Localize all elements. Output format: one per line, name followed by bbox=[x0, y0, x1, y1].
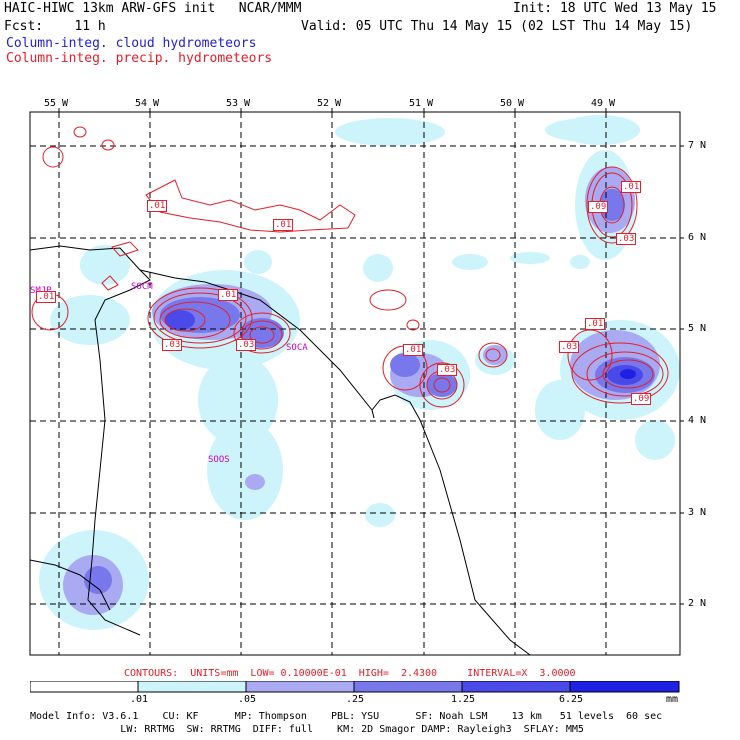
colorbar-tick: .01 bbox=[130, 694, 149, 705]
contour-label: .03 bbox=[162, 339, 183, 351]
lon-label-55w: 55 W bbox=[44, 98, 69, 109]
coastline bbox=[29, 245, 531, 656]
field-cloud-label: Column-integ. cloud hydrometeors bbox=[6, 36, 257, 51]
colorbar-tick: .05 bbox=[238, 694, 257, 705]
contour-label: .01 bbox=[36, 291, 57, 303]
contour-label: .09 bbox=[631, 393, 652, 405]
precip-contours bbox=[31, 126, 669, 408]
lat-label-6n: 6 N bbox=[688, 232, 707, 243]
header-valid-time: Valid: 05 UTC Thu 14 May 15 (02 LST Thu … bbox=[301, 19, 693, 34]
contour-label: .01 bbox=[585, 318, 606, 330]
lat-lon-grid bbox=[30, 112, 680, 655]
lon-label-51w: 51 W bbox=[409, 98, 434, 109]
header-model-title: HAIC-HIWC 13km ARW-GFS init NCAR/MMM bbox=[4, 1, 302, 16]
contour-label: .09 bbox=[588, 201, 609, 213]
contour-label: .01 bbox=[147, 200, 168, 212]
station-soca: SOCA bbox=[286, 343, 308, 353]
lat-label-7n: 7 N bbox=[688, 140, 707, 151]
lon-label-52w: 52 W bbox=[317, 98, 342, 109]
contour-label: .01 bbox=[621, 181, 642, 193]
colorbar-units: mm bbox=[666, 694, 679, 705]
axis-ticks bbox=[58, 108, 684, 605]
lon-label-49w: 49 W bbox=[591, 98, 616, 109]
colorbar-tick: 6.25 bbox=[559, 694, 584, 705]
lat-label-5n: 5 N bbox=[688, 323, 707, 334]
lat-label-3n: 3 N bbox=[688, 507, 707, 518]
header-forecast-hour: Fcst: 11 h bbox=[4, 19, 106, 34]
header-init-time: Init: 18 UTC Wed 13 May 15 bbox=[513, 1, 717, 16]
station-soos: SOOS bbox=[208, 455, 230, 465]
contour-label: .01 bbox=[273, 219, 294, 231]
station-socm: SOCM bbox=[131, 282, 153, 292]
contour-label: .01 bbox=[403, 344, 424, 356]
field-precip-label: Column-integ. precip. hydrometeors bbox=[6, 51, 273, 66]
lon-label-50w: 50 W bbox=[500, 98, 525, 109]
lat-label-4n: 4 N bbox=[688, 415, 707, 426]
contour-label: .03 bbox=[559, 341, 580, 353]
contour-label: .01 bbox=[218, 289, 239, 301]
cloud-fill-max bbox=[620, 369, 636, 379]
contour-info: CONTOURS: UNITS=mm LOW= 0.10000E-01 HIGH… bbox=[124, 668, 576, 679]
contour-label: .03 bbox=[616, 233, 637, 245]
contour-label: .03 bbox=[236, 339, 257, 351]
lon-label-54w: 54 W bbox=[135, 98, 160, 109]
map-frame bbox=[29, 111, 681, 656]
contour-label: .03 bbox=[437, 364, 458, 376]
footer-model-info: Model Info: V3.6.1 CU: KF MP: Thompson P… bbox=[30, 711, 663, 722]
lat-label-2n: 2 N bbox=[688, 598, 707, 609]
footer-physics-info: LW: RRTMG SW: RRTMG DIFF: full KM: 2D Sm… bbox=[30, 724, 584, 735]
colorbar-tick: 1.25 bbox=[451, 694, 476, 705]
colorbar bbox=[30, 681, 680, 693]
lon-label-53w: 53 W bbox=[226, 98, 251, 109]
colorbar-tick: .25 bbox=[346, 694, 365, 705]
